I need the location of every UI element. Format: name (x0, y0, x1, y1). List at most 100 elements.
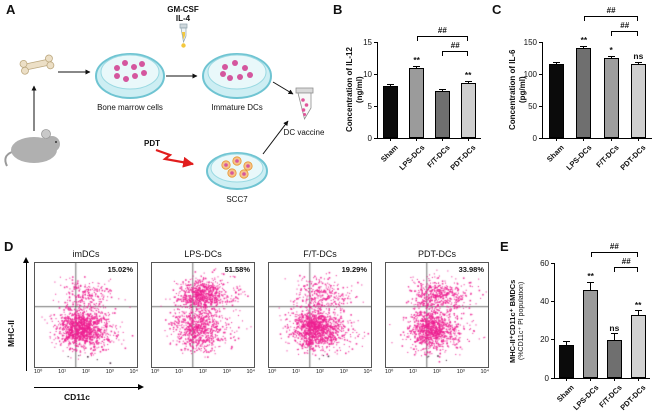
panel-label-a: A (6, 2, 16, 17)
flow-scatter-canvas (269, 263, 371, 367)
flow-x-tick-labels: 10⁰ 10¹ 10² 10³ 10⁴ (385, 369, 489, 375)
dc-vaccine-label: DC vaccine (284, 128, 325, 137)
y-tick (374, 105, 378, 107)
significance-bracket (442, 51, 469, 56)
flow-x-tick-label: 10³ (456, 369, 465, 375)
x-tick (583, 138, 585, 141)
flow-plot-area: 19.29% (268, 262, 372, 368)
bar-Sham (559, 345, 575, 378)
flow-plot-imDCs: imDCs 15.02% 10⁰ 10¹ 10² 10³ 10⁴ (34, 249, 138, 375)
error-bar-cap (387, 83, 395, 85)
y-tick-label: 10 (363, 69, 372, 79)
significance-marker: * (609, 45, 613, 56)
significance-bracket-label: ## (609, 242, 619, 252)
il4-label: IL-4 (176, 14, 191, 23)
bar-PDT-DCs (630, 314, 646, 378)
significance-bracket-label: ## (620, 21, 630, 31)
flow-percent-label: 33.98% (458, 265, 484, 274)
y-tick (551, 262, 555, 264)
error-bar-cap (587, 281, 595, 283)
flow-percent-label: 19.29% (341, 265, 367, 274)
panel-label-e: E (500, 239, 509, 254)
error-bar-cap (607, 55, 615, 57)
flow-scatter-canvas (35, 263, 137, 367)
x-tick-label: Sham (545, 143, 566, 164)
bone-icon (19, 54, 55, 75)
x-tick (556, 138, 558, 141)
error-bar (613, 333, 615, 340)
bar-F/T-DCs (603, 58, 619, 138)
significance-marker: ** (634, 299, 642, 310)
flow-x-tick-label: 10⁰ (385, 369, 394, 375)
flow-plots-row: imDCs 15.02% 10⁰ 10¹ 10² 10³ 10⁴ LPS-DCs 51.58% 1… (34, 249, 489, 375)
y-tick-label: 100 (523, 69, 537, 79)
flow-plot-title: LPS-DCs (184, 249, 222, 259)
error-bar (467, 81, 469, 83)
flow-x-tick-label: 10¹ (292, 369, 301, 375)
flow-scatter-canvas (386, 263, 488, 367)
arrow-dish2-to-tube (272, 81, 294, 95)
x-tick (637, 138, 639, 141)
y-tick (539, 105, 543, 107)
error-bar-cap (413, 65, 421, 67)
y-tick (551, 377, 555, 379)
bar-F/T-DCs (434, 91, 450, 138)
flow-x-tick-label: 10¹ (409, 369, 418, 375)
flow-plot-PDT-DCs: PDT-DCs 33.98% 10⁰ 10¹ 10² 10³ 10⁴ (385, 249, 489, 375)
y-axis-label-bmdc: MHC-II⁺CD11c⁺ BMDCs (%CD11c⁺ PI populati… (508, 279, 525, 363)
pdt-laser-arrow-icon (155, 148, 195, 168)
significance-marker: ** (580, 35, 588, 46)
error-bar-cap (634, 310, 642, 312)
flow-x-tick-label: 10³ (105, 369, 114, 375)
flow-x-tick-label: 10¹ (175, 369, 184, 375)
significance-bracket (611, 31, 639, 37)
flow-percent-label: 51.58% (224, 265, 250, 274)
bar-LPS-DCs (576, 48, 592, 138)
error-bar-cap (580, 45, 588, 47)
bone-marrow-cells-label: Bone marrow cells (97, 103, 163, 112)
x-tick-label: LPS-DCs (570, 383, 600, 413)
x-tick (613, 378, 615, 381)
significance-marker: ns (609, 322, 620, 333)
y-tick-label: 60 (540, 258, 549, 268)
y-axis-arrow-line (26, 263, 27, 371)
flow-x-tick-label: 10² (432, 369, 441, 375)
y-tick (551, 339, 555, 341)
y-tick-label: 150 (523, 37, 537, 47)
flow-x-tick-label: 10⁴ (129, 369, 138, 375)
y-tick-label: 5 (367, 101, 372, 111)
y-tick-label: 15 (363, 37, 372, 47)
error-bar-cap (563, 341, 571, 343)
scc7-label: SCC7 (226, 195, 248, 204)
x-tick (467, 138, 469, 141)
flow-percent-label: 15.02% (107, 265, 133, 274)
bar-PDT-DCs (630, 64, 646, 138)
error-bar (637, 62, 639, 65)
pdt-label: PDT (144, 139, 160, 148)
y-tick (374, 73, 378, 75)
bar-Sham (383, 85, 399, 138)
flow-plot-area: 33.98% (385, 262, 489, 368)
y-tick-label: 40 (540, 296, 549, 306)
bar-chart-il6: 0 50 100 150 Sham ** LPS-DCs * F/T-DCs ns PDT-DCs #… (524, 6, 652, 172)
immature-dcs-dish-icon (202, 53, 272, 99)
error-bar-cap (464, 80, 472, 82)
y-tick-label: 50 (528, 101, 537, 111)
error-bar (637, 310, 639, 315)
error-bar-cap (634, 61, 642, 63)
x-tick-label: PDT-DCs (618, 143, 648, 173)
error-bar (441, 89, 443, 92)
bone-marrow-dish-icon (95, 53, 165, 99)
panel-label-d: D (4, 239, 14, 254)
x-tick (416, 138, 418, 141)
significance-bracket-label: ## (437, 26, 447, 35)
flow-plot-area: 15.02% (34, 262, 138, 368)
flow-plot-LPS-DCs: LPS-DCs 51.58% 10⁰ 10¹ 10² 10³ 10⁴ (151, 249, 255, 375)
x-tick (441, 138, 443, 141)
y-axis-label-mhc2: MHC-II (6, 320, 16, 347)
flow-x-tick-label: 10⁰ (151, 369, 160, 375)
significance-bracket (590, 252, 639, 258)
flow-x-tick-label: 10² (315, 369, 324, 375)
y-tick-label: 0 (544, 373, 549, 383)
flow-x-tick-label: 10⁴ (363, 369, 372, 375)
